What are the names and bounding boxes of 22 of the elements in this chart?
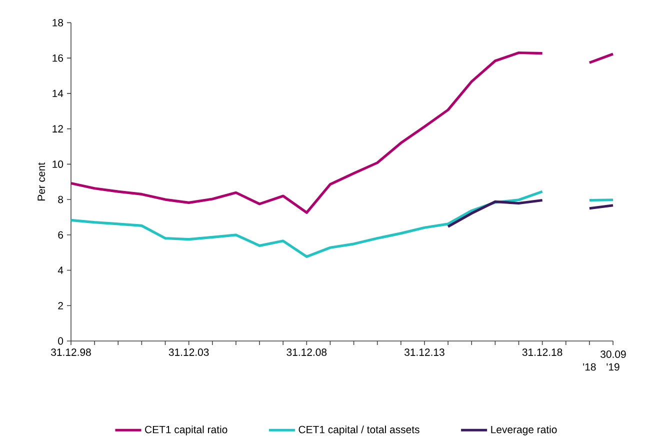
y-tick-label: 18 — [52, 19, 64, 26]
y-tick-label: 12 — [52, 125, 63, 132]
y-axis-title: Per cent — [38, 162, 46, 200]
y-tick-label: 2 — [58, 302, 63, 310]
y-tick-label: 4 — [58, 266, 64, 274]
x-tick-label: 31.12.18 — [522, 348, 562, 356]
y-tick-label: 14 — [52, 90, 64, 98]
y-tick-label: 8 — [58, 196, 64, 204]
legend-label: CET1 capital / total assets — [298, 426, 420, 436]
x-tick-label: 31.12.13 — [404, 348, 444, 356]
x-tick-label: '19 — [606, 363, 620, 371]
y-tick-label: 6 — [58, 231, 64, 239]
x-tick-label: '18 — [583, 363, 596, 371]
y-tick-label: 0 — [58, 337, 64, 345]
x-tick-label: 31.12.98 — [51, 348, 91, 356]
x-tick-label: 31.12.08 — [286, 348, 327, 356]
y-tick-label: 16 — [52, 54, 64, 62]
legend-label: Leverage ratio — [491, 426, 557, 436]
text: 30.09 — [600, 350, 626, 358]
y-tick-label: 10 — [52, 160, 64, 168]
x-tick-label: 31.12.03 — [168, 348, 209, 356]
legend-label: CET1 capital ratio — [145, 426, 228, 436]
